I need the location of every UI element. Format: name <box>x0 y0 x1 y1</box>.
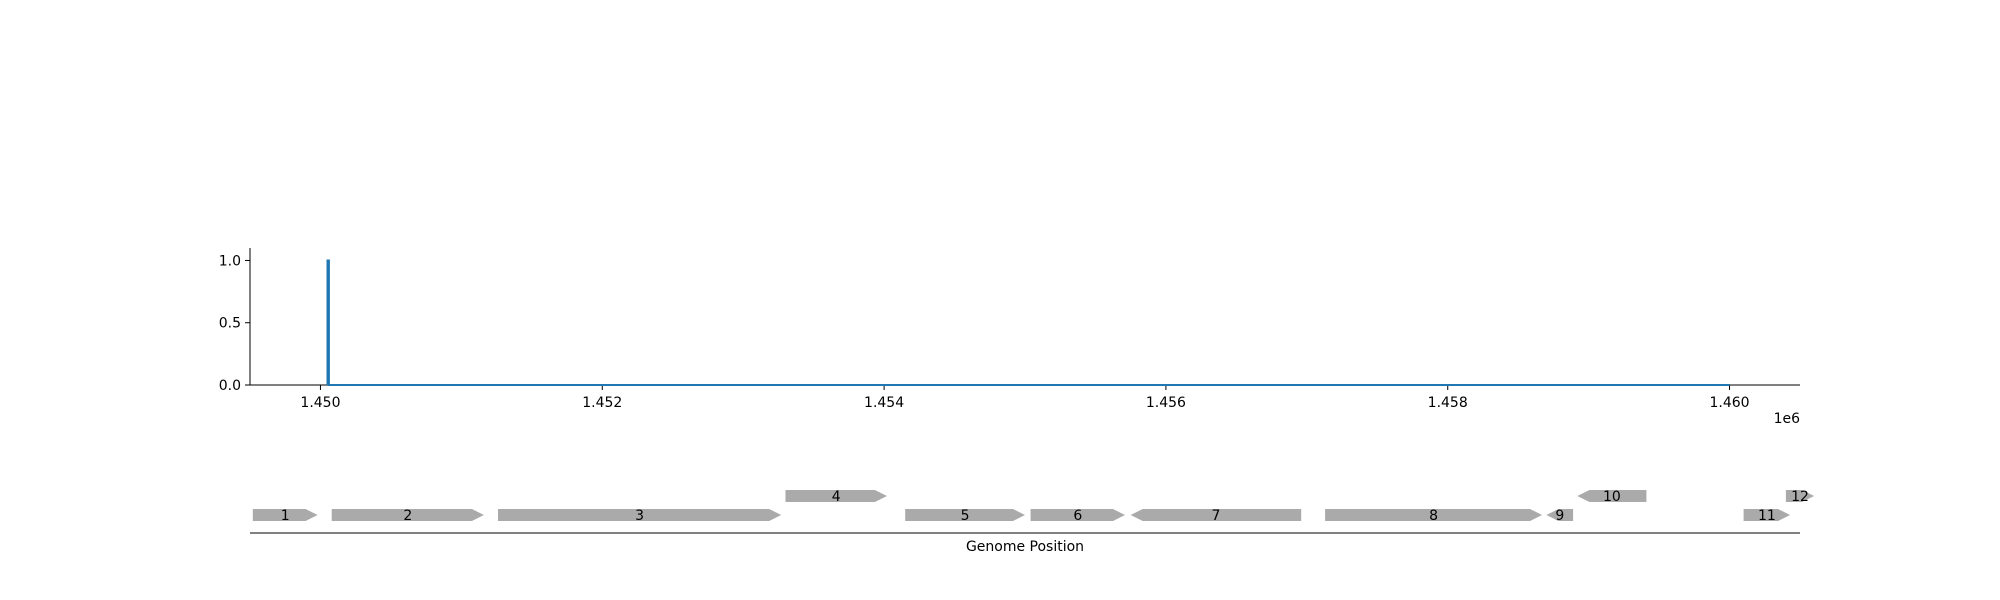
x-tick-label: 1.450 <box>300 395 340 411</box>
gene-label: 4 <box>832 489 841 505</box>
gene-4 <box>785 490 887 502</box>
y-ticks: 0.0 0.5 1.0 <box>219 253 250 394</box>
gene-12 <box>1785 490 1815 502</box>
gene-label: 1 <box>281 508 290 524</box>
coverage-plot: 0.0 0.5 1.0 1.450 1.452 1.454 1.456 1.458 1.460… <box>219 248 1800 427</box>
gene-label: 3 <box>635 508 644 524</box>
coverage-series-line <box>326 259 1730 386</box>
gene-1 <box>252 509 318 521</box>
gene-label: 10 <box>1603 489 1621 505</box>
x-ticks: 1.450 1.452 1.454 1.456 1.458 1.460 <box>300 385 1750 411</box>
gene-label: 11 <box>1758 508 1776 524</box>
gene-2 <box>331 509 484 521</box>
y-tick-label: 0.0 <box>219 378 241 394</box>
y-tick-label: 0.5 <box>219 316 241 332</box>
gene-label: 6 <box>1073 508 1082 524</box>
gene-9 <box>1546 509 1574 521</box>
gene-label: 12 <box>1791 489 1809 505</box>
gene-6 <box>1030 509 1125 521</box>
gene-label: 5 <box>961 508 970 524</box>
gene-label: 7 <box>1211 508 1220 524</box>
x-offset-label: 1e6 <box>1774 411 1801 427</box>
x-tick-label: 1.460 <box>1709 395 1749 411</box>
gene-5 <box>905 509 1025 521</box>
y-tick-label: 1.0 <box>219 253 241 269</box>
gene-3 <box>498 509 782 521</box>
x-tick-label: 1.456 <box>1146 395 1186 411</box>
gene-8 <box>1325 509 1543 521</box>
gene-track-xlabel: Genome Position <box>966 539 1084 555</box>
x-tick-label: 1.454 <box>864 395 904 411</box>
x-tick-label: 1.452 <box>582 395 622 411</box>
gene-10 <box>1577 490 1647 502</box>
gene-11 <box>1743 509 1791 521</box>
gene-label: 2 <box>403 508 412 524</box>
gene-7 <box>1130 509 1302 521</box>
gene-label: 9 <box>1555 508 1564 524</box>
x-tick-label: 1.458 <box>1428 395 1468 411</box>
gene-label: 8 <box>1429 508 1438 524</box>
